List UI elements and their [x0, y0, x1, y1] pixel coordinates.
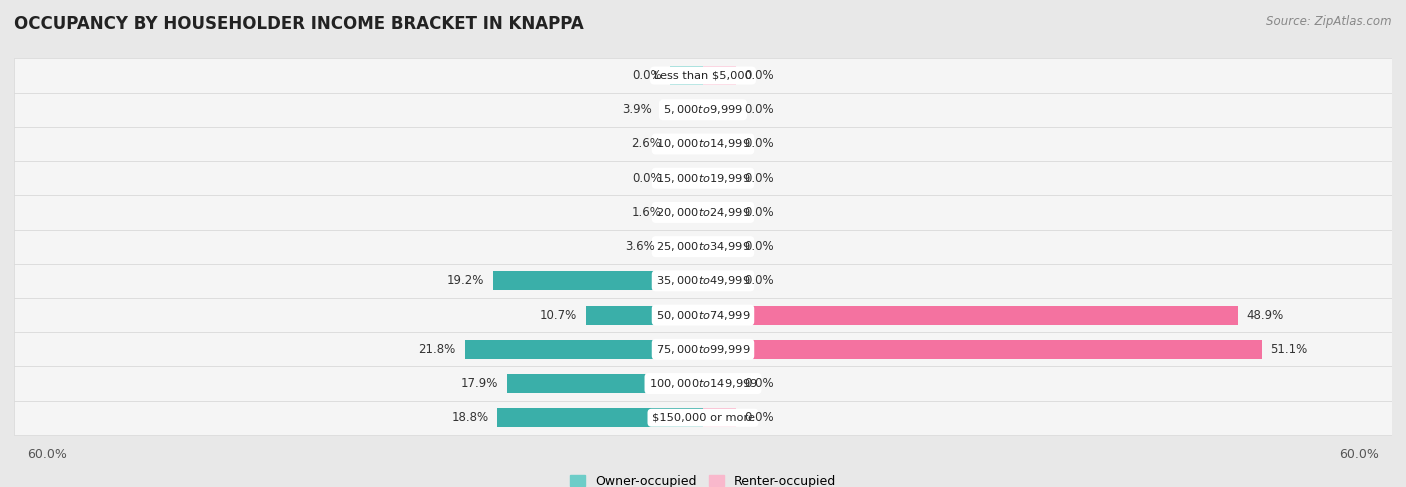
FancyBboxPatch shape: [14, 93, 1392, 127]
FancyBboxPatch shape: [14, 127, 1392, 161]
Text: 3.6%: 3.6%: [626, 240, 655, 253]
FancyBboxPatch shape: [14, 332, 1392, 366]
Text: $20,000 to $24,999: $20,000 to $24,999: [655, 206, 751, 219]
Text: 0.0%: 0.0%: [745, 377, 775, 390]
Bar: [671, 134, 703, 153]
Text: 1.6%: 1.6%: [631, 206, 661, 219]
Text: 18.8%: 18.8%: [451, 411, 489, 424]
Text: $35,000 to $49,999: $35,000 to $49,999: [655, 274, 751, 287]
Bar: [586, 306, 703, 324]
Bar: [498, 409, 703, 427]
Text: $100,000 to $149,999: $100,000 to $149,999: [648, 377, 758, 390]
FancyBboxPatch shape: [14, 58, 1392, 93]
Bar: [671, 203, 703, 222]
Text: 51.1%: 51.1%: [1271, 343, 1308, 356]
FancyBboxPatch shape: [14, 161, 1392, 195]
FancyBboxPatch shape: [14, 366, 1392, 401]
Text: $50,000 to $74,999: $50,000 to $74,999: [655, 309, 751, 321]
Bar: [703, 169, 735, 187]
FancyBboxPatch shape: [14, 264, 1392, 298]
Bar: [703, 306, 1237, 324]
Bar: [703, 409, 735, 427]
FancyBboxPatch shape: [14, 298, 1392, 332]
Bar: [703, 203, 735, 222]
FancyBboxPatch shape: [14, 229, 1392, 264]
Text: 0.0%: 0.0%: [745, 137, 775, 150]
Text: 3.9%: 3.9%: [621, 103, 651, 116]
Bar: [494, 271, 703, 290]
Text: Less than $5,000: Less than $5,000: [654, 71, 752, 80]
Text: $5,000 to $9,999: $5,000 to $9,999: [664, 103, 742, 116]
Text: 0.0%: 0.0%: [745, 240, 775, 253]
Text: 17.9%: 17.9%: [461, 377, 499, 390]
Bar: [508, 374, 703, 393]
Text: 0.0%: 0.0%: [745, 411, 775, 424]
Text: 0.0%: 0.0%: [745, 206, 775, 219]
Bar: [464, 340, 703, 359]
Text: $25,000 to $34,999: $25,000 to $34,999: [655, 240, 751, 253]
Bar: [671, 169, 703, 187]
Text: Source: ZipAtlas.com: Source: ZipAtlas.com: [1267, 15, 1392, 28]
Text: 0.0%: 0.0%: [745, 172, 775, 185]
Text: 0.0%: 0.0%: [745, 69, 775, 82]
Legend: Owner-occupied, Renter-occupied: Owner-occupied, Renter-occupied: [565, 470, 841, 487]
Bar: [661, 100, 703, 119]
Text: $75,000 to $99,999: $75,000 to $99,999: [655, 343, 751, 356]
Text: 0.0%: 0.0%: [745, 274, 775, 287]
Text: 21.8%: 21.8%: [419, 343, 456, 356]
Bar: [703, 66, 735, 85]
Bar: [703, 271, 735, 290]
Text: 10.7%: 10.7%: [540, 309, 578, 321]
Text: $10,000 to $14,999: $10,000 to $14,999: [655, 137, 751, 150]
FancyBboxPatch shape: [14, 195, 1392, 229]
Text: 0.0%: 0.0%: [631, 69, 661, 82]
Bar: [664, 237, 703, 256]
Text: $15,000 to $19,999: $15,000 to $19,999: [655, 172, 751, 185]
Text: 0.0%: 0.0%: [631, 172, 661, 185]
Bar: [703, 237, 735, 256]
Bar: [671, 66, 703, 85]
FancyBboxPatch shape: [14, 401, 1392, 435]
Text: 19.2%: 19.2%: [447, 274, 484, 287]
Text: 48.9%: 48.9%: [1247, 309, 1284, 321]
Bar: [703, 100, 735, 119]
Text: 0.0%: 0.0%: [745, 103, 775, 116]
Text: $150,000 or more: $150,000 or more: [651, 413, 755, 423]
Text: OCCUPANCY BY HOUSEHOLDER INCOME BRACKET IN KNAPPA: OCCUPANCY BY HOUSEHOLDER INCOME BRACKET …: [14, 15, 583, 33]
Text: 2.6%: 2.6%: [631, 137, 661, 150]
Bar: [703, 340, 1261, 359]
Bar: [703, 134, 735, 153]
Bar: [703, 374, 735, 393]
